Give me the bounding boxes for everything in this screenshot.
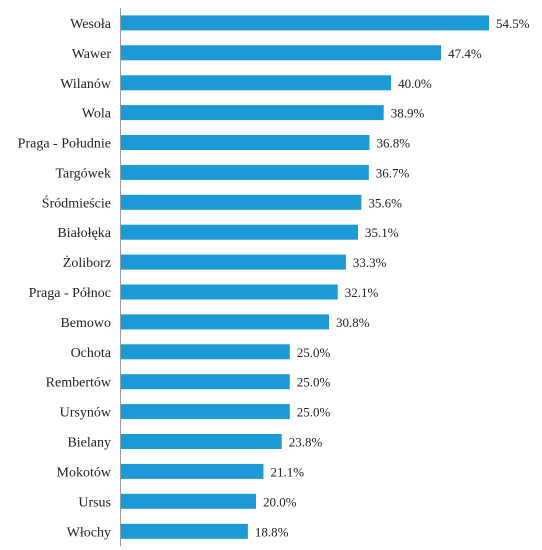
bar	[121, 105, 384, 121]
category-label: Wilanów	[60, 77, 112, 92]
bar	[121, 493, 256, 509]
category-label: Bielany	[67, 436, 111, 451]
value-label: 35.1%	[365, 225, 399, 240]
category-label: Wola	[82, 107, 112, 122]
value-label: 35.6%	[368, 195, 402, 210]
bar	[121, 254, 346, 270]
bar	[121, 135, 370, 150]
value-label: 25.0%	[297, 345, 331, 360]
bar	[121, 164, 369, 180]
value-label: 38.9%	[391, 106, 425, 121]
bars-group	[121, 15, 489, 539]
value-label: 40.0%	[398, 76, 432, 91]
category-label: Ursus	[78, 495, 111, 510]
value-label: 21.1%	[271, 464, 305, 479]
value-label: 54.5%	[496, 16, 530, 31]
value-label: 23.8%	[289, 435, 323, 450]
category-label: Wawer	[72, 47, 112, 62]
category-label: Ochota	[71, 346, 112, 361]
bar	[121, 434, 282, 449]
category-label: Rembertów	[46, 376, 112, 391]
bar	[121, 404, 290, 420]
category-label: Żoliborz	[63, 255, 111, 271]
bar	[121, 523, 248, 539]
value-label: 47.4%	[448, 46, 482, 61]
value-label: 20.0%	[263, 494, 297, 509]
bar	[121, 374, 290, 390]
value-label: 18.8%	[255, 524, 289, 539]
bar	[121, 194, 362, 210]
bar	[121, 344, 290, 360]
bar	[121, 314, 329, 330]
bar	[121, 463, 264, 479]
category-label: Bemowo	[60, 316, 111, 331]
category-label: Ursynów	[60, 406, 112, 421]
category-label: Targówek	[55, 166, 111, 181]
value-label: 25.0%	[297, 405, 331, 420]
bar	[121, 75, 392, 91]
value-label: 36.7%	[376, 165, 410, 180]
category-labels: Wesoła Wawer Wilanów Wola Praga - Południe Ta…	[18, 17, 112, 540]
category-label: Śródmieście	[42, 194, 111, 211]
value-label: 32.1%	[345, 285, 379, 300]
value-label: 25.0%	[297, 375, 331, 390]
bar	[121, 224, 358, 240]
category-label: Wesoła	[70, 17, 112, 32]
value-label: 30.8%	[336, 315, 370, 330]
category-label: Mokotów	[57, 465, 112, 480]
value-label: 33.3%	[353, 255, 387, 270]
category-label: Białołęka	[57, 226, 111, 241]
bar	[121, 45, 442, 61]
value-label: 36.8%	[377, 136, 411, 151]
category-label: Praga - Północ	[29, 286, 111, 301]
category-label: Włochy	[67, 525, 111, 540]
bar	[121, 284, 338, 300]
value-labels: 54.5% 47.4% 40.0% 38.9% 36.8% 36.7% 35.6% 35.1%…	[255, 16, 530, 539]
bar	[121, 15, 489, 31]
category-label: Praga - Południe	[18, 137, 111, 152]
